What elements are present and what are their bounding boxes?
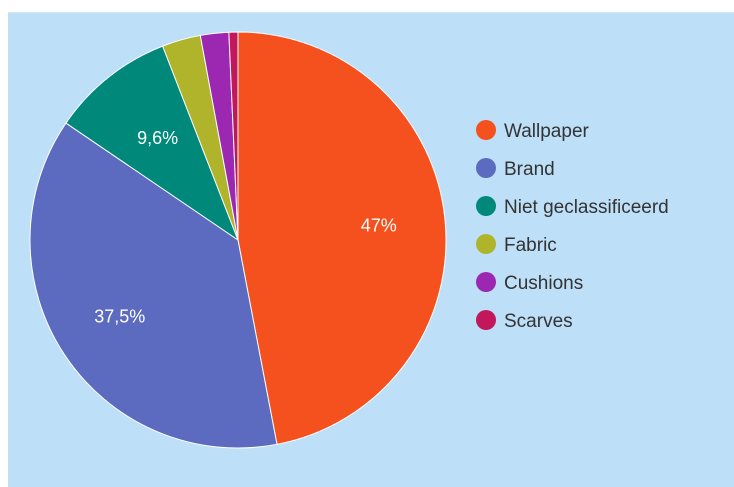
legend-item-niet-geclassificeerd[interactable]: Niet geclassificeerd: [476, 194, 726, 221]
legend-marker-scarves: [476, 310, 496, 330]
legend-label-fabric: Fabric: [504, 232, 557, 259]
legend-item-wallpaper[interactable]: Wallpaper: [476, 118, 726, 145]
data-label-brand: 37,5%: [94, 306, 145, 326]
legend-item-brand[interactable]: Brand: [476, 156, 726, 183]
data-label-niet-geclassificeerd: 9,6%: [137, 128, 178, 148]
legend-marker-brand: [476, 158, 496, 178]
legend-label-brand: Brand: [504, 156, 555, 183]
pie-slice-wallpaper[interactable]: [238, 32, 446, 444]
legend-label-wallpaper: Wallpaper: [504, 118, 589, 145]
legend-item-fabric[interactable]: Fabric: [476, 232, 726, 259]
legend-item-scarves[interactable]: Scarves: [476, 308, 726, 335]
legend-label-niet-geclassificeerd: Niet geclassificeerd: [504, 194, 674, 221]
legend-marker-cushions: [476, 272, 496, 292]
legend-label-scarves: Scarves: [504, 308, 573, 335]
legend-marker-fabric: [476, 234, 496, 254]
legend: Wallpaper Brand Niet geclassificeerd Fab…: [476, 118, 726, 346]
legend-label-cushions: Cushions: [504, 270, 583, 297]
legend-marker-wallpaper: [476, 120, 496, 140]
data-label-wallpaper: 47%: [361, 215, 397, 235]
legend-marker-niet-geclassificeerd: [476, 196, 496, 216]
legend-item-cushions[interactable]: Cushions: [476, 270, 726, 297]
